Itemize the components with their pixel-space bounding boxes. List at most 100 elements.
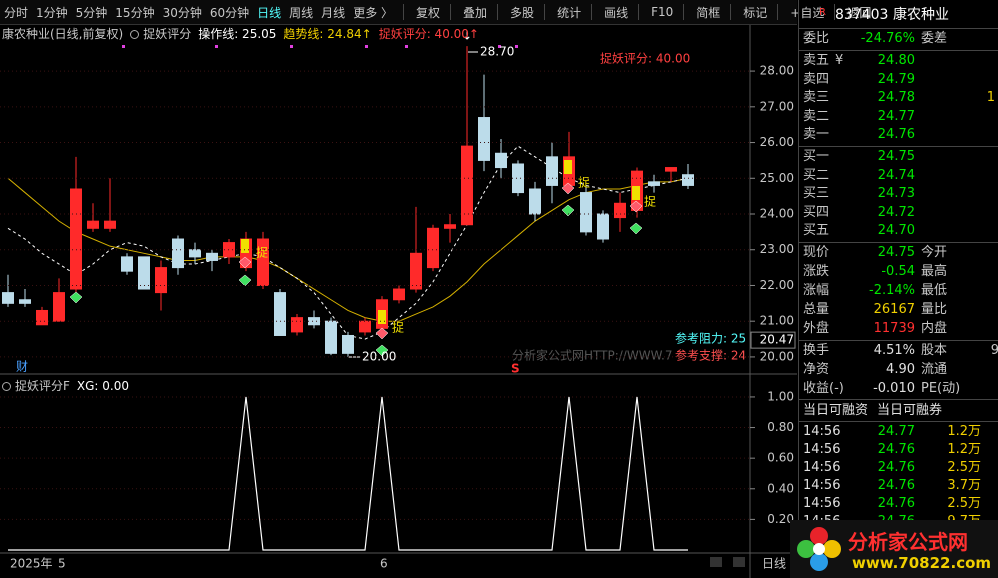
period-tab[interactable]: 15分钟 xyxy=(115,5,155,20)
trade-volume: 2.5万 xyxy=(947,496,981,511)
period-tab[interactable]: 60分钟 xyxy=(209,5,250,20)
period-tab[interactable]: 30分钟 xyxy=(162,5,202,20)
period-tab[interactable]: 日线 xyxy=(257,5,282,20)
candle-body xyxy=(172,238,184,269)
trade-price: 24.76 xyxy=(877,442,915,457)
period-tab[interactable]: 更多 〉 xyxy=(353,5,394,20)
period-tab[interactable]: 1分钟 xyxy=(36,5,68,20)
ask-price: 24.77 xyxy=(877,108,915,124)
tool-button[interactable]: 画线 xyxy=(604,5,629,20)
period-tab[interactable]: 分时 xyxy=(4,5,29,20)
indicator-tick-label: 0.80 xyxy=(767,420,794,434)
tool-button[interactable]: 多股 xyxy=(510,5,535,20)
signal-label: 捉 xyxy=(578,175,590,190)
stat-label: 内盘 xyxy=(921,321,948,336)
candle-body xyxy=(19,299,31,304)
candle-body xyxy=(512,163,524,194)
tool-button[interactable]: 返回 xyxy=(847,5,872,20)
signal-bar xyxy=(564,160,572,174)
ask-label: 卖二 xyxy=(803,108,830,124)
price-tick-label: 20.00 xyxy=(760,349,794,363)
row-value: -24.76% xyxy=(860,31,915,46)
time-label: 5 xyxy=(58,557,66,571)
stat-label: 外盘 xyxy=(803,321,830,336)
stock-name: 康农种业 xyxy=(893,7,949,23)
stat-label: 涨幅 xyxy=(803,283,830,298)
bid-price: 24.74 xyxy=(877,167,915,183)
trade-time: 14:56 xyxy=(803,442,841,457)
divider xyxy=(799,242,998,243)
candle-body xyxy=(478,117,490,161)
price-tick-label: 25.00 xyxy=(760,171,794,185)
candle-body xyxy=(359,320,371,333)
tool-button[interactable]: 简框 xyxy=(696,5,721,20)
dot xyxy=(498,45,501,48)
candle-body xyxy=(308,317,320,326)
candle-body xyxy=(410,252,422,290)
period-tab[interactable]: 周线 xyxy=(289,5,314,20)
header-item: 捉妖评分: 40.00↑ xyxy=(378,27,479,41)
separator xyxy=(777,4,786,20)
dot xyxy=(290,45,293,48)
candle-body xyxy=(189,249,201,258)
signal-diamond xyxy=(629,222,643,235)
candle-body xyxy=(291,317,303,333)
divider xyxy=(799,146,998,147)
tool-button[interactable]: F10 xyxy=(651,5,674,19)
tool-button[interactable]: 标记 xyxy=(743,5,768,20)
candle-body xyxy=(274,292,286,336)
stat-label: 净资 xyxy=(803,362,830,377)
scroll-button[interactable] xyxy=(733,557,745,567)
indicator-tick-label: 0.20 xyxy=(767,512,794,526)
tool-button[interactable]: 统计 xyxy=(557,5,582,20)
trade-time: 14:56 xyxy=(803,478,841,493)
price-tick-label: 26.00 xyxy=(760,135,794,149)
bid-label: 买三 xyxy=(803,186,830,202)
indicator-header: 捉妖评分F XG: 0.00 xyxy=(2,377,136,394)
indicator-tick-label: 0.60 xyxy=(767,451,794,465)
candle-body xyxy=(70,188,82,290)
separator xyxy=(544,4,553,20)
bid-price: 24.75 xyxy=(877,149,915,164)
scroll-button[interactable] xyxy=(710,557,722,567)
period-tab: 日线 xyxy=(762,557,786,571)
period-tab[interactable]: 月线 xyxy=(321,5,346,20)
stat-label: PE(动) xyxy=(921,381,961,396)
trend-line xyxy=(7,177,689,322)
stat-label: 收益(-) xyxy=(803,381,844,396)
divider xyxy=(799,421,998,422)
ask-price: 24.78 xyxy=(877,90,915,106)
price-tick-label: 22.00 xyxy=(760,278,794,292)
indicator-tick-label: 0.40 xyxy=(767,481,794,495)
tool-button[interactable]: 叠加 xyxy=(463,5,488,20)
candle-body xyxy=(257,238,269,286)
candle-body xyxy=(427,227,439,269)
candle-body xyxy=(682,174,694,186)
stat-label: 涨跌 xyxy=(803,264,830,279)
stat-value: -0.010 xyxy=(873,381,915,396)
stat-label: 现价 xyxy=(803,245,830,260)
divider xyxy=(799,50,998,51)
support-label: 参考支撑: 24 xyxy=(675,348,746,363)
dot xyxy=(215,45,218,48)
high-label: 28.70 xyxy=(480,45,514,59)
row-label: 委比 xyxy=(803,31,830,46)
tool-button[interactable]: 复权 xyxy=(416,5,441,20)
dot xyxy=(405,45,408,48)
ask-volume: 1 xyxy=(986,90,995,106)
signal-diamond xyxy=(69,291,83,304)
price-tick-label: 24.00 xyxy=(760,207,794,221)
candle-body xyxy=(614,202,626,219)
period-tab[interactable]: 5分钟 xyxy=(75,5,108,20)
signal-diamond xyxy=(375,344,389,357)
header-item: 操作线: 25.05 xyxy=(198,27,277,41)
candle-body xyxy=(665,167,677,172)
logo: 分析家公式网 www.70822.com xyxy=(790,520,998,578)
signal-label: 捉 xyxy=(644,194,656,209)
chart-header: 康农种业(日线,前复权) 捉妖评分 操作线: 25.05 趋势线: 24.84↑ 捉妖评… xyxy=(2,25,486,42)
watermark: 分析家公式网HTTP://WWW.7 xyxy=(512,348,673,363)
signal-bar xyxy=(241,239,249,253)
stat-label: 股本 xyxy=(921,343,948,358)
